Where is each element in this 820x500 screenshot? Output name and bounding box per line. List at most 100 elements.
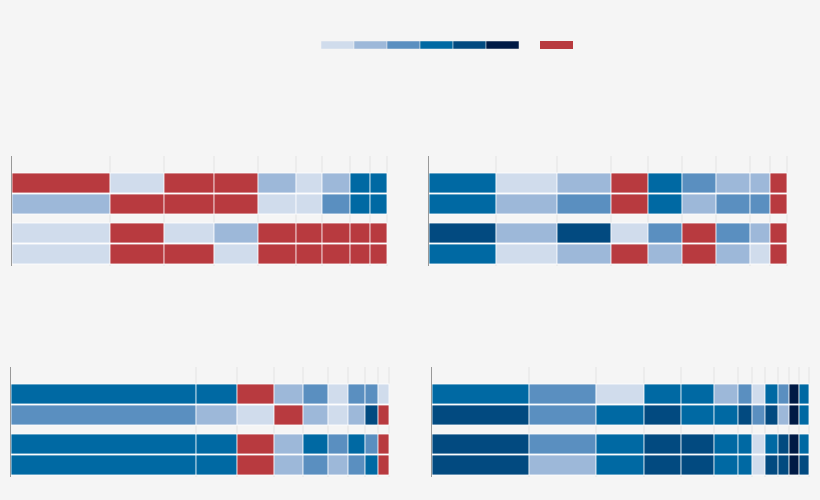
segment [195, 404, 238, 426]
segment [10, 454, 197, 476]
segment [377, 433, 390, 455]
segment [163, 172, 215, 194]
segment [327, 433, 349, 455]
segment [257, 243, 297, 265]
segment [109, 193, 165, 215]
segment [595, 383, 645, 405]
segment [788, 383, 800, 405]
segment [195, 454, 238, 476]
segment [777, 454, 790, 476]
segment [769, 172, 788, 194]
segment [715, 193, 751, 215]
segment [777, 404, 790, 426]
segment [681, 193, 717, 215]
segment [643, 383, 682, 405]
segment [10, 433, 197, 455]
segment [369, 222, 388, 244]
segment [764, 404, 779, 426]
segment [749, 222, 771, 244]
segment [213, 193, 259, 215]
segment [528, 404, 597, 426]
segment [737, 404, 753, 426]
segment [681, 172, 717, 194]
segment [595, 404, 645, 426]
legend-swatch [540, 41, 573, 49]
segment [11, 222, 111, 244]
segment [556, 222, 612, 244]
segment [713, 383, 739, 405]
segment [364, 454, 379, 476]
segment [528, 433, 597, 455]
segment [10, 404, 197, 426]
segment [257, 193, 297, 215]
segment [236, 454, 275, 476]
segment [364, 383, 379, 405]
segment [798, 404, 810, 426]
segment [681, 222, 717, 244]
segment [302, 433, 329, 455]
segment [195, 433, 238, 455]
segment [349, 243, 371, 265]
segment [595, 454, 645, 476]
segment [11, 193, 111, 215]
segment [713, 433, 739, 455]
segment [610, 222, 649, 244]
segment [610, 172, 649, 194]
segment [327, 404, 349, 426]
segment [751, 433, 766, 455]
segment [647, 193, 683, 215]
segment [681, 243, 717, 265]
segment [302, 454, 329, 476]
segment [377, 454, 390, 476]
segment [680, 404, 715, 426]
segment [528, 454, 597, 476]
segment [647, 172, 683, 194]
segment [295, 243, 323, 265]
segment [347, 404, 366, 426]
segment [213, 243, 259, 265]
segment [428, 172, 497, 194]
segment [295, 222, 323, 244]
segment [495, 172, 558, 194]
segment [349, 222, 371, 244]
segment [751, 454, 766, 476]
segment [321, 172, 351, 194]
legend-swatch [320, 40, 355, 50]
segment [715, 243, 751, 265]
legend-swatch [353, 40, 388, 50]
segment [749, 243, 771, 265]
segment [764, 433, 779, 455]
segment [377, 404, 390, 426]
segment [349, 193, 371, 215]
segment [713, 404, 739, 426]
segment [556, 193, 612, 215]
segment [347, 433, 366, 455]
legend-swatch [485, 40, 520, 50]
segment [163, 222, 215, 244]
segment [495, 222, 558, 244]
segment [349, 172, 371, 194]
segment [302, 404, 329, 426]
segment [764, 454, 779, 476]
segment [321, 193, 351, 215]
segment [495, 243, 558, 265]
segment [377, 383, 390, 405]
segment [11, 172, 111, 194]
legend-swatch [419, 40, 454, 50]
segment [680, 454, 715, 476]
segment [737, 433, 753, 455]
segment [302, 383, 329, 405]
segment [798, 433, 810, 455]
legend-swatch [386, 40, 421, 50]
segment [431, 454, 530, 476]
segment [11, 243, 111, 265]
segment [431, 404, 530, 426]
segment [236, 433, 275, 455]
segment [10, 383, 197, 405]
segment [273, 454, 304, 476]
segment [364, 404, 379, 426]
segment [257, 172, 297, 194]
segment [428, 243, 497, 265]
segment [431, 433, 530, 455]
